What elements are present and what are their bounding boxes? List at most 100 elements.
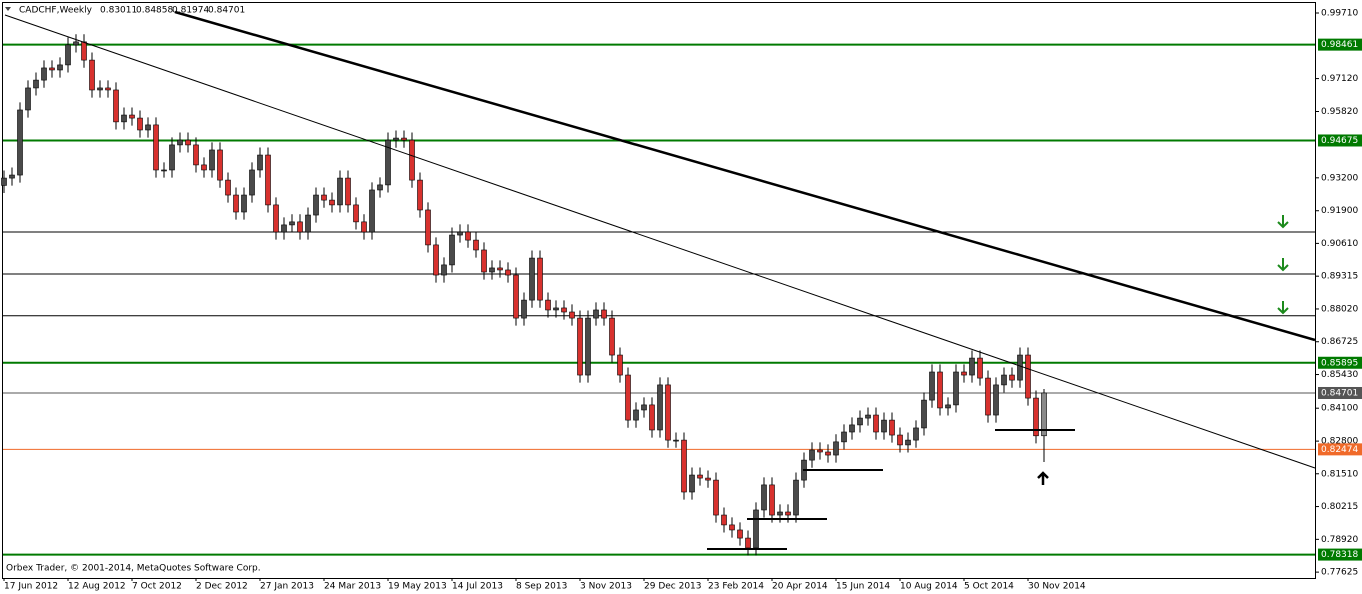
candle-body [201,164,207,171]
candle-body [537,257,543,301]
level-label-box [1318,548,1362,561]
up-arrow [1037,471,1049,485]
candle-body [241,194,247,213]
candle-body [441,264,447,276]
candle-body [1,177,7,186]
y-tick-label: 0.99710 [1321,9,1358,19]
candle-body [345,177,351,206]
x-tick-label: 10 Aug 2014 [900,582,958,592]
x-tick-label: 12 Aug 2012 [68,582,126,592]
candle-body [1009,374,1015,381]
candle-body [1025,354,1031,399]
candle-body [833,441,839,456]
candle-body [729,524,735,531]
y-tick-label: 0.80215 [1321,502,1358,512]
candle-body [473,239,479,251]
candle-body [353,204,359,223]
candle-body [809,449,815,461]
candle-body [89,59,95,91]
candle-body [721,514,727,526]
ohlc-low: 0.81974 [172,6,209,16]
x-tick-label: 14 Jul 2013 [452,582,503,592]
ohlc-high: 0.84858 [136,6,173,16]
x-tick-label: 8 Sep 2013 [516,582,567,592]
candle-body [233,194,239,213]
candle-body [17,109,23,176]
level-label-box [1318,38,1362,51]
icon [5,7,11,11]
y-tick-label: 0.93200 [1321,173,1358,183]
candle-body [649,404,655,431]
x-tick-label: 15 Jun 2014 [836,582,890,592]
candle-body [561,307,567,313]
candle-body [73,41,79,46]
candle-body [545,299,551,311]
candle-body [713,479,719,516]
candle-body [409,139,415,181]
candle-body [137,117,143,131]
y-tick-label: 0.88020 [1321,304,1358,314]
candle-body [289,221,295,226]
level-label: 0.82474 [1321,445,1358,455]
candle-body [337,177,343,206]
arrow [1277,301,1289,315]
candle-body [273,204,279,233]
level-label: 0.78318 [1321,550,1358,560]
x-tick-label: 2 Dec 2012 [196,582,248,592]
y-tick-label: 0.91900 [1321,206,1358,216]
candle-body [433,244,439,276]
candle-body [369,189,375,233]
candle-body [321,194,327,201]
arrow [1277,215,1289,229]
candle-body [377,184,383,191]
candle-body [257,154,263,171]
y-tick-label: 0.82800 [1321,437,1358,447]
candle-body [65,44,71,66]
candle-body [121,114,127,123]
y-tick-label: 0.85430 [1321,370,1358,380]
x-tick-label: 20 Apr 2014 [772,582,828,592]
level-label: 0.85895 [1321,358,1358,368]
trend-line [4,14,1316,469]
y-tick-label: 0.86725 [1321,337,1358,347]
candle-body [609,317,615,356]
candle-body [505,269,511,276]
candle-body [617,354,623,376]
candle-body [737,529,743,539]
candle-body [585,317,591,376]
candle-body [769,484,775,516]
candle-body [569,311,575,319]
candle-body [1017,354,1023,381]
candle-body [513,274,519,319]
symbol: CADCHF,Weekly [19,6,93,16]
candle-body [873,414,879,433]
candle-body [529,257,535,301]
y-tick-label: 0.77625 [1321,568,1358,578]
candle-body [49,67,55,71]
candle-body [105,87,111,91]
x-tick-label: 24 Mar 2013 [324,582,381,592]
candle-body [657,384,663,431]
candle-body [985,377,991,416]
ohlc-close: 0.84701 [208,6,245,16]
candle-body [641,404,647,411]
candle-body [993,384,999,416]
candle-body [33,79,39,89]
candle-body [129,114,135,119]
candle-body [793,479,799,516]
candle-body [25,87,31,111]
arrow [1277,258,1289,272]
down-arrows [1277,215,1289,315]
level-label: 0.84701 [1321,388,1358,398]
x-tick-label: 27 Jan 2013 [260,582,314,592]
footer: Orbex Trader, © 2001-2014, MetaQuotes So… [6,564,261,574]
level-label-box [1318,356,1362,369]
candle-body [169,144,175,171]
level-label-box [1318,134,1362,147]
axes: 0.99710 0.97120 0.95820 0.93200 0.91900 0.906… [3,9,1362,592]
candle-body [153,124,159,171]
candle-body [449,234,455,266]
trend-line [174,10,1316,342]
candle-body [977,357,983,379]
